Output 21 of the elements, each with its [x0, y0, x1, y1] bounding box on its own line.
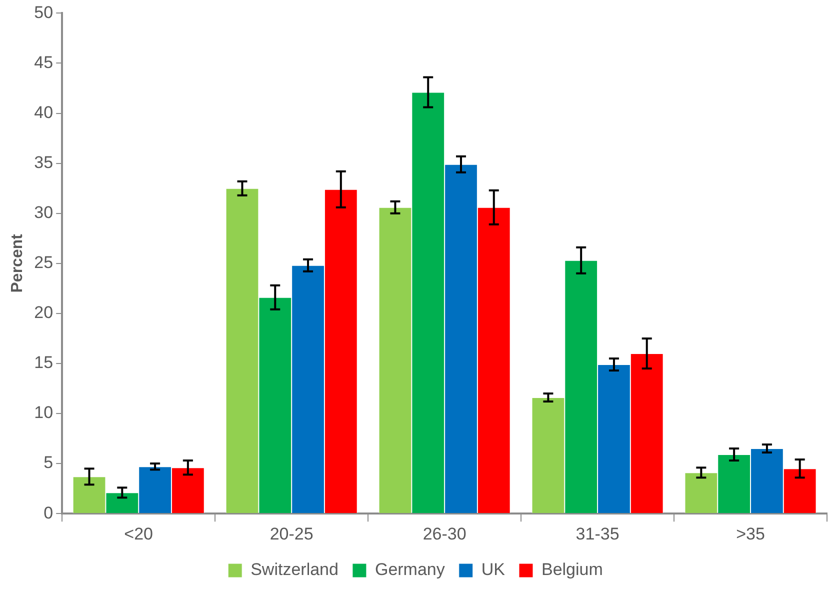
y-tick-label: 5 — [44, 453, 54, 472]
y-tick-label: 0 — [44, 503, 54, 522]
y-tick-label: 40 — [34, 102, 54, 122]
legend-label: Germany — [374, 560, 446, 580]
y-tick-label: 45 — [34, 52, 54, 72]
y-tick-label: 20 — [34, 303, 54, 322]
y-tick-label: 30 — [34, 203, 54, 222]
legend-label: Switzerland — [250, 560, 338, 580]
x-tick-label: >35 — [736, 524, 765, 544]
x-tick-label: <20 — [124, 524, 154, 544]
x-tick-label: 26-30 — [422, 524, 466, 544]
x-tick-label: 20-25 — [270, 524, 314, 544]
y-tick-label: 35 — [34, 153, 54, 172]
legend-label: UK — [481, 560, 506, 580]
y-tick-label: 15 — [34, 353, 54, 372]
y-tick-label: 50 — [34, 2, 54, 22]
y-axis-title: Percent — [9, 233, 26, 293]
x-tick-label: 31-35 — [576, 524, 620, 544]
y-tick-label: 25 — [34, 253, 54, 272]
y-tick-label: 10 — [34, 403, 54, 422]
legend-label: Belgium — [541, 560, 603, 580]
